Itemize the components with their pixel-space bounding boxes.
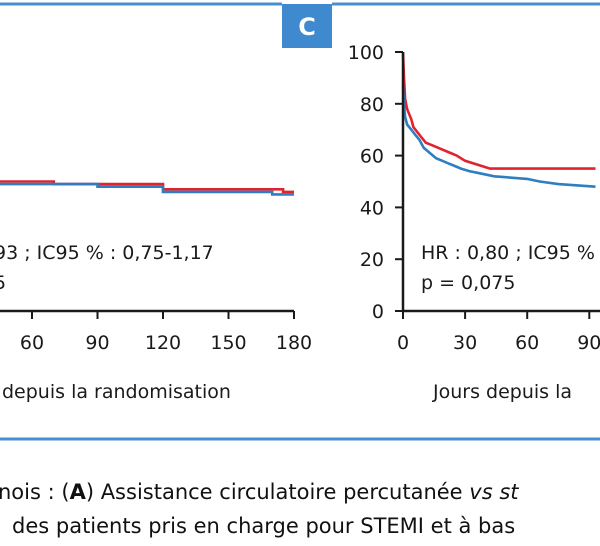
panel-b-annotation-line-2: 5 bbox=[0, 272, 6, 294]
panel-c-y-tick-label-100: 100 bbox=[348, 42, 384, 64]
panel-c-x-axis-label: Jours depuis la bbox=[432, 381, 572, 403]
panel-b-x-tick-label-60: 60 bbox=[20, 332, 44, 354]
caption-line-1-prefix: nois : ( bbox=[0, 480, 70, 504]
panel-b-x-tick-label-180: 180 bbox=[276, 332, 312, 354]
panel-c-x-tick-label-90: 90 bbox=[577, 332, 600, 354]
panel-c-annotation-line-2: p = 0,075 bbox=[421, 272, 515, 294]
panel-c-y-tick-label-0: 0 bbox=[372, 301, 384, 323]
caption-line-1-main: ) Assistance circulatoire percutanée bbox=[85, 480, 470, 504]
panel-c-series-2-line bbox=[401, 85, 596, 188]
panel-b-x-tick-label-120: 120 bbox=[145, 332, 181, 354]
panel-c-badge bbox=[282, 4, 332, 48]
panel-c-badge-label: C bbox=[298, 13, 316, 41]
caption-panel-letter: A bbox=[69, 480, 86, 504]
panel-b-series-2-line bbox=[0, 182, 294, 196]
panel-c-y-tick-label-40: 40 bbox=[360, 197, 384, 219]
panel-c-annotation-line-1: HR : 0,80 ; IC95 % bbox=[421, 242, 595, 264]
panel-c-y-tick-label-20: 20 bbox=[360, 249, 384, 271]
panel-b-x-tick-label-150: 150 bbox=[210, 332, 246, 354]
panel-c-y-tick-label-60: 60 bbox=[360, 146, 384, 168]
panel-c-series-1-line bbox=[401, 51, 596, 170]
panel-c-x-tick-label-0: 0 bbox=[397, 332, 409, 354]
panel-c-x-tick-label-60: 60 bbox=[515, 332, 539, 354]
panel-c-x-tick-label-30: 30 bbox=[453, 332, 477, 354]
caption-line-2: des patients pris en charge pour STEMI e… bbox=[12, 514, 516, 538]
caption-line-1-italic: vs st bbox=[469, 480, 519, 504]
panel-b-annotation-line-1: 93 ; IC95 % : 0,75-1,17 bbox=[0, 242, 214, 264]
panel-c-y-tick-label-80: 80 bbox=[360, 94, 384, 116]
panel-b-x-axis-label: depuis la randomisation bbox=[2, 381, 231, 403]
panel-b-x-tick-label-90: 90 bbox=[85, 332, 109, 354]
caption-line-1: nois : (A) Assistance circulatoire percu… bbox=[0, 480, 519, 504]
panel-b-chart: 93 ; IC95 % : 0,75-1,17 5 60 90 120 150 180 … bbox=[0, 180, 312, 403]
